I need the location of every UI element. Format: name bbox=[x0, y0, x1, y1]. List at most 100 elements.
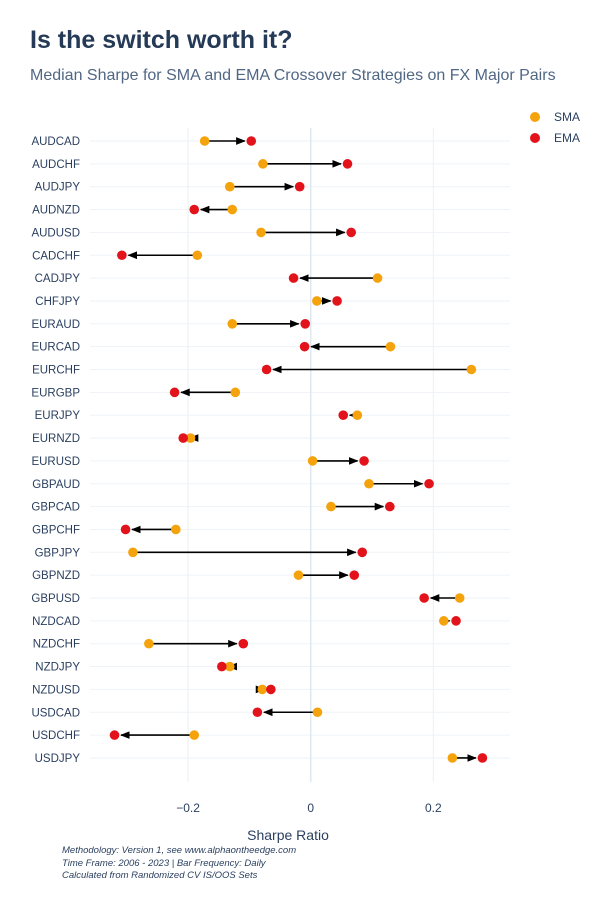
footnote-methodology: Methodology: Version 1, see www.alphaont… bbox=[62, 845, 297, 856]
x-tick-label: −0.2 bbox=[176, 801, 200, 815]
y-tick-label: CADJPY bbox=[35, 273, 81, 285]
y-tick-label: GBPJPY bbox=[35, 547, 81, 559]
sma-point[interactable] bbox=[189, 730, 200, 740]
ema-point[interactable] bbox=[349, 570, 360, 580]
legend-marker-ema bbox=[530, 132, 540, 143]
sma-point[interactable] bbox=[257, 684, 268, 695]
legend-item-sma[interactable]: SMA bbox=[530, 106, 580, 127]
y-tick-label: AUDNZD bbox=[32, 205, 80, 217]
sma-point[interactable] bbox=[372, 273, 383, 283]
sma-point[interactable] bbox=[447, 753, 458, 763]
y-tick-label: GBPCHF bbox=[32, 524, 80, 536]
ema-point[interactable] bbox=[357, 547, 368, 558]
sma-point[interactable] bbox=[352, 410, 363, 421]
y-tick-label: AUDJPY bbox=[35, 182, 81, 194]
y-tick-label: EURCHF bbox=[32, 365, 80, 377]
methodology-footnote: Methodology: Version 1, see www.alphaont… bbox=[62, 845, 296, 883]
sma-point[interactable] bbox=[128, 547, 138, 558]
sma-point[interactable] bbox=[293, 570, 304, 580]
ema-point[interactable] bbox=[252, 707, 263, 718]
ema-point[interactable] bbox=[117, 250, 127, 261]
ema-point[interactable] bbox=[109, 730, 120, 740]
ema-point[interactable] bbox=[385, 501, 395, 512]
legend[interactable]: SMA EMA bbox=[530, 106, 580, 148]
sma-point[interactable] bbox=[326, 501, 336, 512]
y-tick-label: CADCHF bbox=[32, 250, 80, 262]
legend-item-ema[interactable]: EMA bbox=[530, 127, 580, 148]
ema-point[interactable] bbox=[246, 136, 257, 146]
sma-point[interactable] bbox=[454, 593, 465, 603]
y-tick-label: USDCAD bbox=[31, 707, 80, 719]
y-tick-label: AUDUSD bbox=[31, 227, 80, 239]
sma-point[interactable] bbox=[227, 319, 238, 329]
sma-point[interactable] bbox=[171, 524, 181, 535]
ema-point[interactable] bbox=[178, 433, 188, 443]
y-tick-label: NZDCAD bbox=[32, 616, 80, 628]
y-tick-label: GBPCAD bbox=[31, 502, 80, 514]
ema-point[interactable] bbox=[288, 273, 299, 283]
ema-point[interactable] bbox=[359, 456, 369, 466]
y-tick-label: AUDCAD bbox=[31, 136, 80, 148]
sma-point[interactable] bbox=[385, 341, 396, 352]
chart-subtitle: Median Sharpe for SMA and EMA Crossover … bbox=[30, 67, 556, 84]
x-tick-label: 0 bbox=[307, 801, 314, 815]
ema-point[interactable] bbox=[294, 181, 305, 192]
ema-point[interactable] bbox=[477, 753, 488, 763]
ema-point[interactable] bbox=[451, 616, 461, 626]
legend-label-sma: SMA bbox=[554, 109, 581, 124]
ema-point[interactable] bbox=[189, 204, 200, 215]
sma-point[interactable] bbox=[185, 433, 196, 443]
sma-point[interactable] bbox=[256, 227, 266, 238]
sma-point[interactable] bbox=[307, 456, 318, 466]
y-tick-label: NZDUSD bbox=[32, 684, 80, 696]
sma-point[interactable] bbox=[466, 364, 477, 375]
sma-point[interactable] bbox=[312, 296, 322, 306]
ema-point[interactable] bbox=[424, 478, 434, 489]
sma-point[interactable] bbox=[230, 387, 241, 398]
y-tick-label: CHFJPY bbox=[35, 296, 80, 308]
y-tick-label: EURUSD bbox=[31, 456, 80, 468]
ema-point[interactable] bbox=[120, 524, 131, 535]
sma-point[interactable] bbox=[364, 478, 374, 489]
x-axis-title: Sharpe Ratio bbox=[247, 827, 329, 843]
ema-point[interactable] bbox=[238, 638, 249, 649]
sma-point[interactable] bbox=[224, 661, 235, 672]
y-tick-label: GBPUSD bbox=[31, 593, 80, 605]
ema-point[interactable] bbox=[261, 364, 272, 375]
ema-point[interactable] bbox=[332, 296, 342, 306]
y-tick-label: NZDJPY bbox=[35, 662, 80, 674]
y-tick-label: EURGBP bbox=[31, 387, 80, 399]
sma-point[interactable] bbox=[192, 250, 203, 261]
sma-point[interactable] bbox=[438, 616, 449, 626]
ema-point[interactable] bbox=[346, 227, 356, 238]
ema-point[interactable] bbox=[299, 341, 310, 352]
y-tick-label: GBPNZD bbox=[32, 570, 80, 582]
ema-point[interactable] bbox=[217, 661, 227, 672]
ema-point[interactable] bbox=[266, 684, 276, 695]
ema-point[interactable] bbox=[419, 593, 429, 603]
y-tick-label: EURJPY bbox=[35, 410, 81, 422]
ema-point[interactable] bbox=[342, 159, 353, 169]
sma-point[interactable] bbox=[227, 204, 238, 215]
footnote-timeframe: Time Frame: 2006 - 2023 | Bar Frequency:… bbox=[62, 857, 266, 869]
ema-point[interactable] bbox=[338, 410, 349, 421]
sma-point[interactable] bbox=[224, 181, 235, 192]
legend-marker-sma bbox=[530, 111, 540, 122]
y-tick-label: AUDCHF bbox=[32, 159, 80, 171]
y-tick-label: EURAUD bbox=[31, 319, 80, 331]
y-tick-label: NZDCHF bbox=[33, 639, 80, 651]
sma-point[interactable] bbox=[144, 638, 154, 649]
y-tick-label: USDJPY bbox=[35, 753, 81, 765]
ema-point[interactable] bbox=[300, 319, 311, 329]
y-tick-label: GBPAUD bbox=[32, 479, 80, 491]
sma-point[interactable] bbox=[199, 136, 210, 146]
y-tick-label: EURCAD bbox=[31, 342, 80, 354]
sma-point[interactable] bbox=[312, 707, 323, 718]
sma-point[interactable] bbox=[258, 159, 268, 169]
footnote-calculation: Calculated from Randomized CV IS/OOS Set… bbox=[62, 870, 258, 881]
ema-point[interactable] bbox=[169, 387, 180, 398]
y-tick-label: EURNZD bbox=[32, 433, 80, 445]
y-tick-label: USDCHF bbox=[32, 730, 80, 742]
chart-title: Is the switch worth it? bbox=[30, 26, 293, 54]
